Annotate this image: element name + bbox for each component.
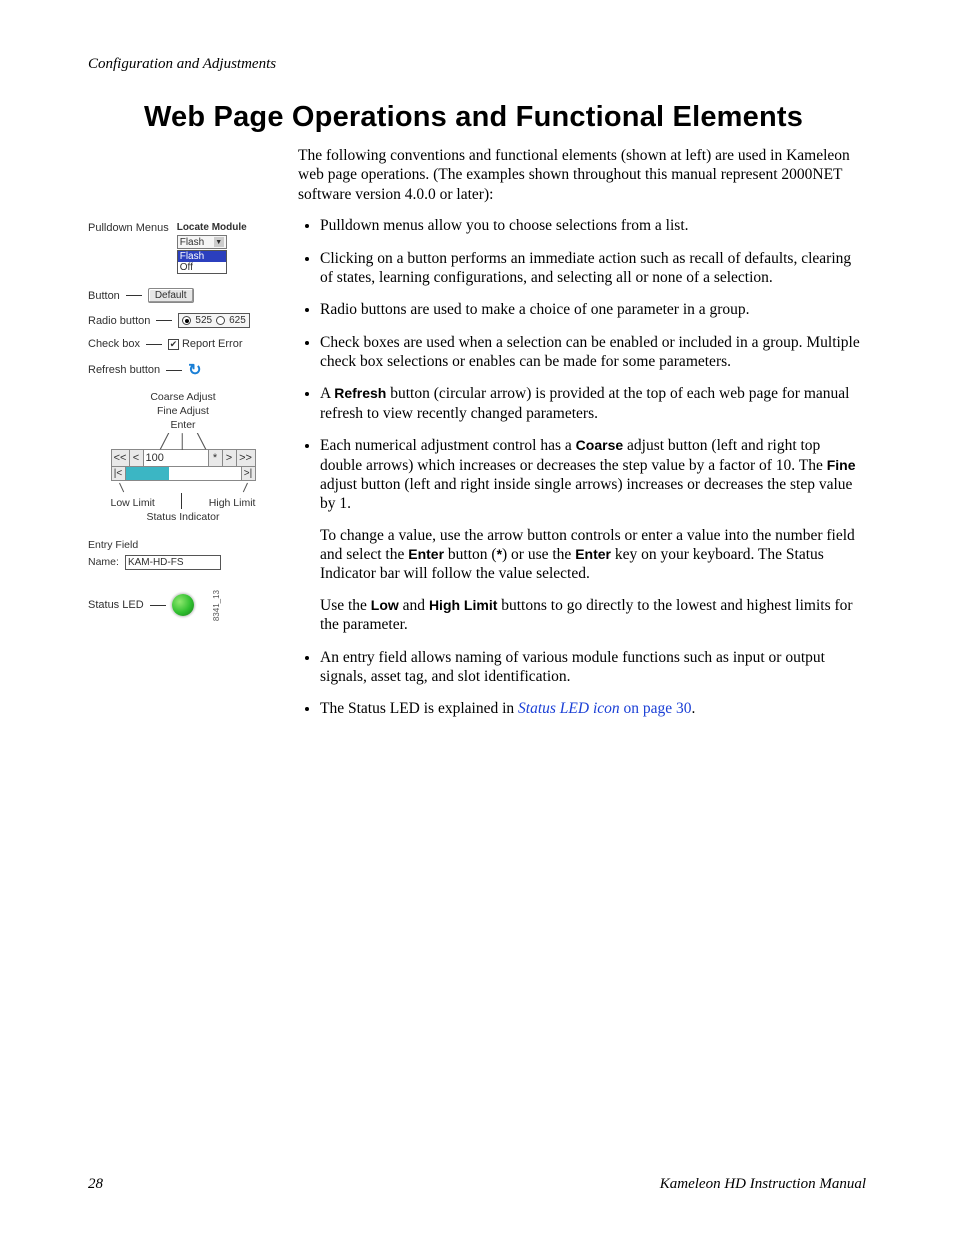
text-span: Each numerical adjustment control has a bbox=[320, 437, 576, 454]
text-span: Use the bbox=[320, 597, 371, 614]
bold-refresh: Refresh bbox=[334, 385, 386, 401]
low-limit-label: Low Limit bbox=[111, 497, 155, 509]
fine-increase-button[interactable]: > bbox=[223, 450, 237, 466]
check-box-label: Check box bbox=[88, 338, 140, 350]
intro-paragraph: The following conventions and functional… bbox=[298, 146, 866, 204]
entry-field-label: Entry Field bbox=[88, 539, 278, 551]
connector-line bbox=[146, 344, 162, 345]
report-error-checkbox[interactable]: ✔ bbox=[168, 339, 179, 350]
bullet-entry-field: An entry field allows naming of various … bbox=[320, 648, 866, 687]
connector-line bbox=[181, 493, 182, 509]
bold-high-limit: High Limit bbox=[429, 597, 497, 613]
pulldown-menus-label: Pulldown Menus bbox=[88, 222, 169, 234]
bold-coarse: Coarse bbox=[576, 437, 623, 453]
status-led-link[interactable]: Status LED icon bbox=[518, 700, 620, 717]
button-label: Button bbox=[88, 290, 120, 302]
status-led-label: Status LED bbox=[88, 599, 144, 611]
bold-enter: Enter bbox=[408, 546, 444, 562]
locate-module-label: Locate Module bbox=[177, 222, 247, 233]
bullet-button: Clicking on a button performs an immedia… bbox=[320, 249, 866, 288]
status-indicator-bar: |< >| bbox=[111, 467, 256, 481]
high-limit-label: High Limit bbox=[209, 497, 256, 509]
refresh-icon[interactable]: ↻ bbox=[188, 360, 201, 380]
default-button[interactable]: Default bbox=[148, 288, 194, 303]
chevron-down-icon: ▼ bbox=[214, 237, 224, 247]
bullet-status-led: The Status LED is explained in Status LE… bbox=[320, 699, 866, 718]
value-input[interactable]: 100 bbox=[144, 450, 209, 466]
status-indicator-label: Status Indicator bbox=[88, 511, 278, 523]
dropdown-option-flash[interactable]: Flash bbox=[178, 251, 226, 262]
name-label: Name: bbox=[88, 556, 119, 568]
dropdown-value: Flash bbox=[180, 237, 204, 248]
dropdown-option-off[interactable]: Off bbox=[178, 262, 226, 273]
bullet-pulldown: Pulldown menus allow you to choose selec… bbox=[320, 216, 866, 235]
margin-note: 8341_13 bbox=[212, 590, 221, 621]
connector-line bbox=[166, 370, 182, 371]
running-header: Configuration and Adjustments bbox=[88, 56, 866, 73]
fine-decrease-button[interactable]: < bbox=[130, 450, 144, 466]
connector-line bbox=[150, 605, 166, 606]
coarse-increase-button[interactable]: >> bbox=[237, 450, 255, 466]
coarse-adjust-label: Coarse Adjust bbox=[88, 390, 278, 404]
report-error-label: Report Error bbox=[182, 338, 243, 350]
refresh-button-label: Refresh button bbox=[88, 364, 160, 376]
coarse-decrease-button[interactable]: << bbox=[112, 450, 130, 466]
text-span: . bbox=[692, 700, 696, 717]
document-title: Kameleon HD Instruction Manual bbox=[660, 1176, 866, 1193]
connector-line bbox=[156, 320, 172, 321]
body-text: The following conventions and functional… bbox=[298, 146, 866, 732]
text-span: A bbox=[320, 385, 334, 402]
bullet-radio: Radio buttons are used to make a choice … bbox=[320, 300, 866, 319]
page-number: 28 bbox=[88, 1176, 103, 1193]
text-span: and bbox=[399, 597, 429, 614]
enter-button[interactable]: * bbox=[209, 450, 223, 466]
bullet-numerical: Each numerical adjustment control has a … bbox=[320, 436, 866, 634]
numeric-control: << < 100 * > >> bbox=[111, 449, 256, 467]
bold-fine: Fine bbox=[827, 457, 856, 473]
text-span: The Status LED is explained in bbox=[320, 700, 518, 717]
page-title: Web Page Operations and Functional Eleme… bbox=[144, 101, 866, 134]
radio-525-label: 525 bbox=[195, 315, 212, 326]
fine-adjust-label: Fine Adjust bbox=[88, 404, 278, 418]
dropdown-options[interactable]: Flash Off bbox=[177, 250, 227, 274]
name-input[interactable]: KAM-HD-FS bbox=[125, 555, 221, 570]
bold-enter-2: Enter bbox=[575, 546, 611, 562]
page-footer: 28 Kameleon HD Instruction Manual bbox=[88, 1176, 866, 1193]
figure-column: Pulldown Menus Locate Module Flash ▼ Fla… bbox=[88, 146, 278, 732]
locate-module-dropdown[interactable]: Flash ▼ bbox=[177, 235, 227, 249]
status-led-link-page[interactable]: on page 30 bbox=[620, 700, 692, 717]
bullet-checkbox: Check boxes are used when a selection ca… bbox=[320, 333, 866, 372]
bold-low: Low bbox=[371, 597, 399, 613]
status-fill bbox=[126, 467, 170, 480]
connector-line bbox=[126, 295, 142, 296]
radio-525[interactable] bbox=[182, 316, 191, 325]
text-span: button (circular arrow) is provided at t… bbox=[320, 385, 849, 421]
radio-625[interactable] bbox=[216, 316, 225, 325]
high-limit-button[interactable]: >| bbox=[241, 467, 255, 480]
status-led-icon bbox=[172, 594, 194, 616]
text-span: button ( bbox=[444, 546, 497, 563]
enter-label: Enter bbox=[88, 418, 278, 432]
text-span: adjust button (left and right inside sin… bbox=[320, 476, 852, 512]
radio-button-label: Radio button bbox=[88, 315, 150, 327]
radio-group[interactable]: 525 625 bbox=[178, 313, 249, 328]
radio-625-label: 625 bbox=[229, 315, 246, 326]
bullet-refresh: A Refresh button (circular arrow) is pro… bbox=[320, 384, 866, 423]
low-limit-button[interactable]: |< bbox=[112, 467, 126, 480]
text-span: ) or use the bbox=[502, 546, 575, 563]
